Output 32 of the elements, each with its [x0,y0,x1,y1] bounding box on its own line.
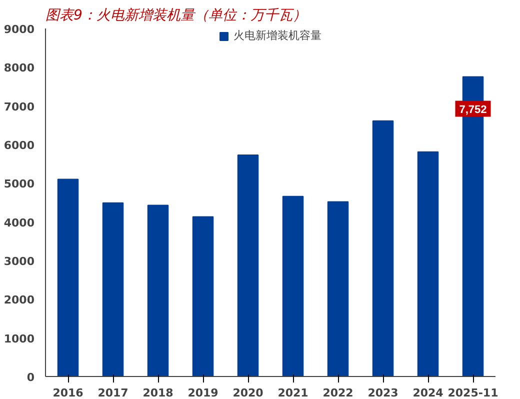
bar [372,120,394,376]
y-tick-label: 4000 [4,216,35,230]
y-tick-label: 3000 [4,255,35,268]
y-tick-label: 9000 [4,23,35,36]
x-tick-label: 2017 [98,386,128,399]
bar [417,151,439,376]
bar [57,178,79,376]
y-tick-label: 5000 [4,178,35,191]
bar [102,202,124,376]
y-tick-label: 8000 [4,62,35,75]
x-tick-label: 2021 [278,386,308,399]
y-tick-label: 7000 [4,100,35,114]
bar [327,201,349,376]
x-tick-label: 2025-11 [448,386,498,399]
x-tick-label: 2016 [52,386,84,399]
x-tick-label: 2020 [232,386,264,399]
x-tick-label: 2024 [412,386,444,399]
y-tick-label: 0 [26,371,35,384]
y-tick-label: 6000 [4,139,35,152]
y-tick-label: 2000 [4,294,35,307]
data-label: 7,752 [459,104,487,116]
x-tick-label: 2023 [368,386,398,399]
y-tick-label: 1000 [4,332,35,346]
legend-label: 火电新增装机容量 [234,28,322,43]
bar [237,154,259,376]
x-tick-label: 2018 [142,386,174,399]
bar [192,216,214,376]
x-tick-label: 2019 [188,386,218,399]
bar [147,204,169,376]
bar [282,196,304,376]
chart-title: 图表9：火电新增装机量（单位：万千瓦） [46,8,306,24]
x-tick-label: 2022 [322,386,354,399]
